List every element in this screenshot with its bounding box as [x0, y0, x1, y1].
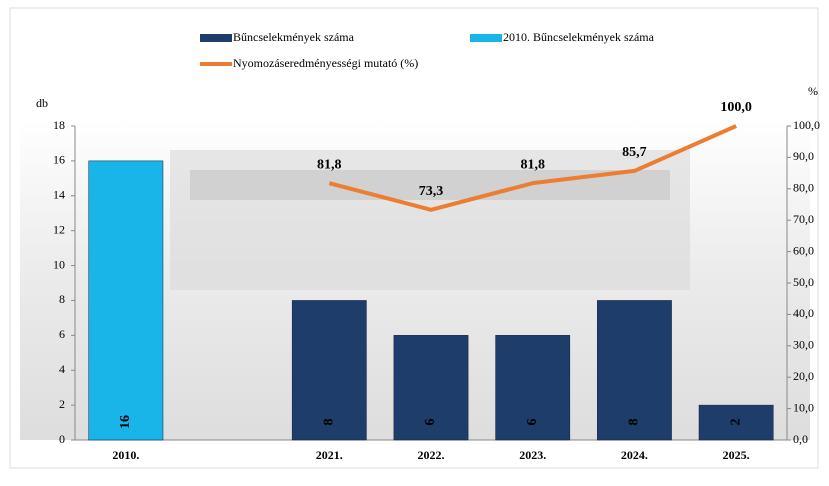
- x-tick-label: 2024.: [621, 448, 648, 462]
- y2-tick-label: 60,0: [793, 243, 814, 257]
- x-tick-label: 2021.: [316, 448, 343, 462]
- x-tick-label: 2023.: [519, 448, 546, 462]
- legend-swatch: [470, 34, 502, 42]
- y-tick-label: 4: [59, 362, 65, 376]
- y-tick-label: 10: [53, 257, 65, 271]
- y-tick-label: 0: [59, 432, 65, 446]
- legend-swatch: [200, 34, 232, 42]
- line-value-label: 73,3: [419, 184, 444, 199]
- y2-tick-label: 0,0: [793, 432, 808, 446]
- y-tick-label: 16: [53, 153, 65, 167]
- y2-tick-label: 70,0: [793, 212, 814, 226]
- bar: [698, 404, 774, 441]
- x-tick-label: 2010.: [112, 448, 139, 462]
- bar-value-label: 16: [118, 415, 133, 429]
- bar-value-label: 2: [728, 419, 743, 426]
- x-tick-label: 2025.: [723, 448, 750, 462]
- y2-tick-label: 10,0: [793, 400, 814, 414]
- y2-tick-label: 90,0: [793, 149, 814, 163]
- line-value-label: 81,8: [520, 157, 545, 172]
- y2-tick-label: 80,0: [793, 181, 814, 195]
- legend-label: Bűncselekmények száma: [233, 30, 355, 44]
- y2-tick-label: 40,0: [793, 306, 814, 320]
- y-tick-label: 12: [53, 222, 65, 236]
- line-value-label: 100,0: [720, 100, 752, 115]
- y-tick-label: 2: [59, 397, 65, 411]
- legend-label: Nyomozáseredményességi mutató (%): [233, 56, 418, 70]
- y2-tick-label: 100,0: [793, 118, 820, 132]
- line: [328, 124, 737, 212]
- bar: [291, 300, 367, 441]
- y-tick-label: 18: [53, 118, 65, 132]
- y2-tick-label: 20,0: [793, 369, 814, 383]
- legend-label: 2010. Bűncselekmények száma: [503, 30, 655, 44]
- y-axis-label: db: [36, 96, 48, 110]
- bar-value-label: 8: [627, 419, 642, 426]
- bar: [88, 160, 164, 441]
- bar: [495, 335, 571, 441]
- bar-value-label: 6: [423, 419, 438, 426]
- y-tick-label: 14: [53, 188, 65, 202]
- y-tick-label: 6: [59, 327, 65, 341]
- bar-value-label: 8: [322, 419, 337, 426]
- y2-tick-label: 30,0: [793, 338, 814, 352]
- x-tick-label: 2022.: [418, 448, 445, 462]
- bar: [393, 335, 469, 441]
- line-value-label: 85,7: [622, 145, 647, 160]
- bar-value-label: 6: [525, 419, 540, 426]
- bar: [597, 300, 672, 441]
- y2-axis-label: %: [808, 84, 818, 98]
- y-tick-label: 8: [59, 292, 65, 306]
- line-value-label: 81,8: [317, 157, 342, 172]
- y2-tick-label: 50,0: [793, 275, 814, 289]
